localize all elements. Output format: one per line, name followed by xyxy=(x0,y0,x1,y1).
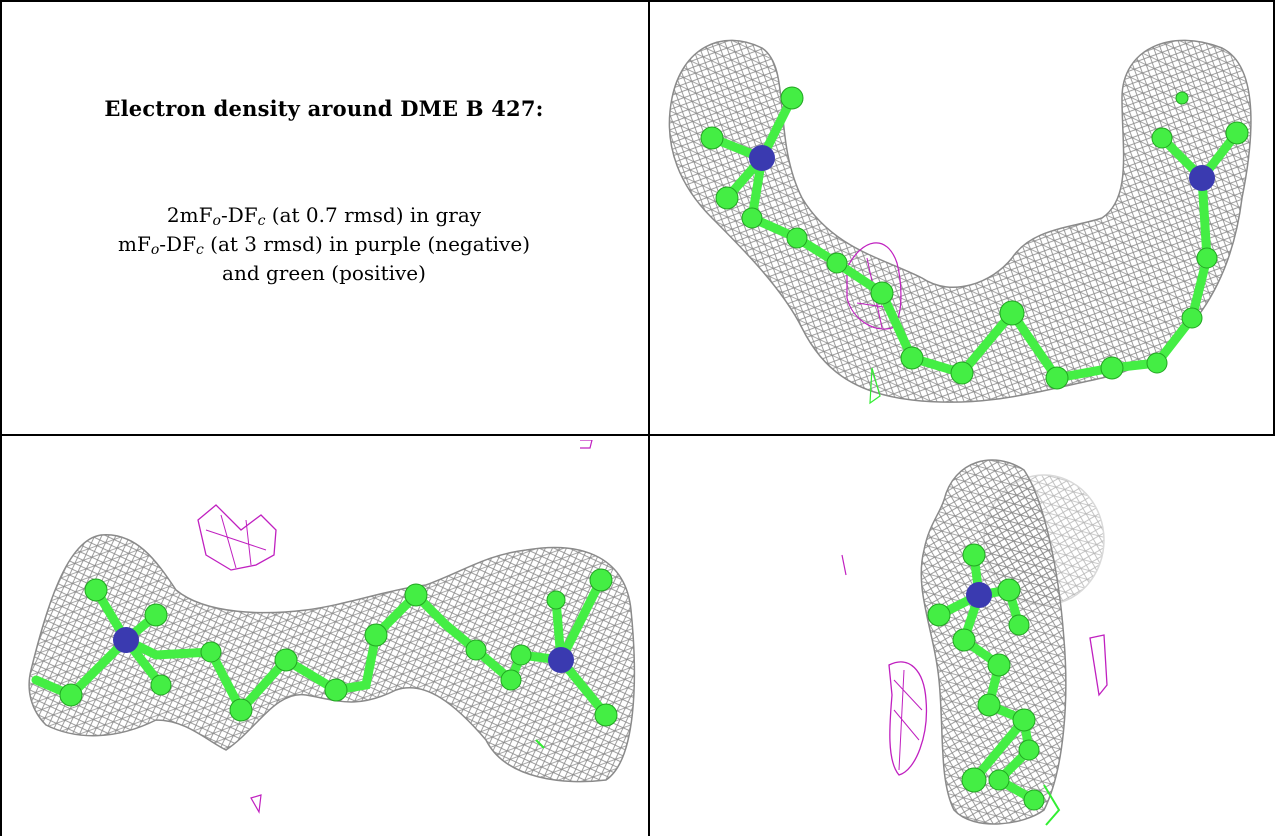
density-view-bottom-left xyxy=(6,440,642,832)
mesh-negative-small xyxy=(250,794,262,814)
density-image-1 xyxy=(668,39,1252,405)
caption-title: Electron density around DME B 427: xyxy=(104,96,544,121)
density-view-top-right xyxy=(652,28,1268,420)
table-divider-vertical xyxy=(648,0,650,836)
atoms-nitrogen xyxy=(966,582,992,608)
table-border-left xyxy=(0,0,2,836)
table-border-top xyxy=(0,0,1275,2)
table-border-right xyxy=(1273,0,1275,434)
density-view-bottom-right xyxy=(654,440,1270,832)
caption-line-2fo-fc: 2mFo-DFc (at 0.7 rmsd) in gray xyxy=(166,203,482,229)
density-image-3 xyxy=(841,459,1108,826)
mesh-positive-green xyxy=(1043,784,1061,826)
atoms-carbon xyxy=(59,568,618,727)
atoms-nitrogen xyxy=(749,145,1215,191)
mesh-positive-green xyxy=(869,367,881,405)
caption-text: 2mFo-DFc (at 0.7 rmsd) in gray mFo-DFc (… xyxy=(118,201,530,288)
mesh-negative-purple xyxy=(888,661,928,776)
atoms-carbon xyxy=(700,86,1249,390)
table-divider-horizontal xyxy=(0,434,1275,436)
mesh-negative-right xyxy=(1089,634,1108,697)
caption-line-fo-fc: mFo-DFc (at 3 rmsd) in purple (negative) xyxy=(118,232,530,258)
caption-line-green: and green (positive) xyxy=(222,261,426,285)
mesh-negative-purple xyxy=(197,504,277,571)
molecule-dme xyxy=(31,575,611,720)
atoms-nitrogen xyxy=(113,627,574,673)
mesh-2fo-fc xyxy=(668,39,1252,403)
caption-cell: Electron density around DME B 427: 2mFo-… xyxy=(0,0,648,434)
atoms-carbon xyxy=(927,543,1045,811)
mesh-2fo-fc xyxy=(28,534,636,783)
density-image-2 xyxy=(28,440,636,814)
mesh-negative-purple xyxy=(846,242,902,330)
